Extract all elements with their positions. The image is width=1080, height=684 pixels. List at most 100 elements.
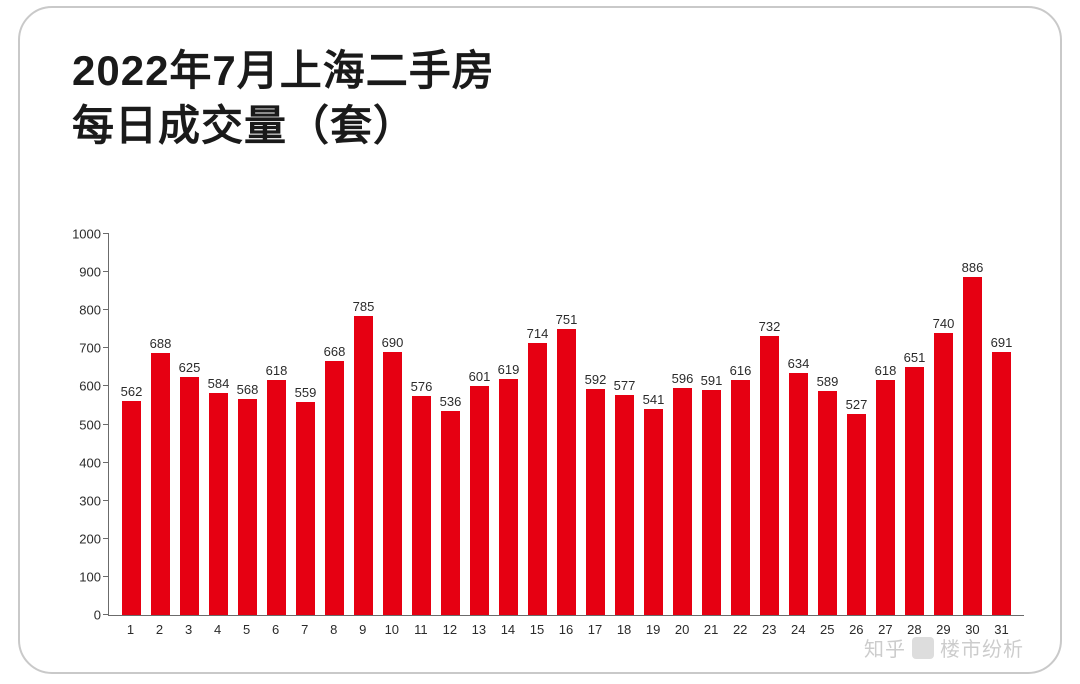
- bar-value-label: 618: [266, 363, 288, 378]
- x-axis-label: 20: [668, 616, 697, 650]
- x-axis-label: 19: [639, 616, 668, 650]
- bar-value-label: 601: [469, 369, 491, 384]
- bar: 568: [238, 399, 257, 615]
- bar-value-label: 691: [991, 335, 1013, 350]
- bar-value-label: 559: [295, 385, 317, 400]
- bar: 562: [122, 401, 141, 615]
- bar-slot: 691: [987, 234, 1016, 615]
- bar: 668: [325, 361, 344, 616]
- bar-slot: 651: [900, 234, 929, 615]
- bar-slot: 740: [929, 234, 958, 615]
- bar: 616: [731, 380, 750, 615]
- x-axis-label: 25: [813, 616, 842, 650]
- x-axis-label: 15: [522, 616, 551, 650]
- bar-value-label: 688: [150, 336, 172, 351]
- x-axis-label: 13: [464, 616, 493, 650]
- bar-value-label: 619: [498, 362, 520, 377]
- x-axis-label: 11: [406, 616, 435, 650]
- bar-slot: 618: [871, 234, 900, 615]
- bar: 732: [760, 336, 779, 615]
- bar-slot: 584: [204, 234, 233, 615]
- bar: 601: [470, 386, 489, 615]
- bar-slot: 541: [639, 234, 668, 615]
- chart-title-line2: 每日成交量（套）: [72, 99, 495, 154]
- bar-value-label: 568: [237, 382, 259, 397]
- bar-slot: 714: [523, 234, 552, 615]
- bar: 634: [789, 373, 808, 615]
- bar-slot: 668: [320, 234, 349, 615]
- x-axis-label: 3: [174, 616, 203, 650]
- bar-slot: 688: [146, 234, 175, 615]
- bar: 886: [963, 277, 982, 615]
- y-axis-label: 600: [79, 379, 109, 394]
- bar: 691: [992, 352, 1011, 615]
- x-axis-label: 17: [581, 616, 610, 650]
- bar-slot: 732: [755, 234, 784, 615]
- x-axis-label: 2: [145, 616, 174, 650]
- x-axis-label: 16: [551, 616, 580, 650]
- bar-value-label: 591: [701, 373, 723, 388]
- bar: 618: [876, 380, 895, 615]
- bar-value-label: 536: [440, 394, 462, 409]
- x-axis-label: 28: [900, 616, 929, 650]
- x-axis-label: 6: [261, 616, 290, 650]
- bar-slot: 568: [233, 234, 262, 615]
- bar-value-label: 690: [382, 335, 404, 350]
- x-axis: 1234567891011121314151617181920212223242…: [116, 616, 1016, 650]
- x-axis-label: 26: [842, 616, 871, 650]
- x-axis-label: 10: [377, 616, 406, 650]
- bar-value-label: 634: [788, 356, 810, 371]
- bar: 584: [209, 393, 228, 616]
- x-axis-label: 23: [755, 616, 784, 650]
- bar-slot: 886: [958, 234, 987, 615]
- x-axis-label: 8: [319, 616, 348, 650]
- bar-value-label: 576: [411, 379, 433, 394]
- chart-title: 2022年7月上海二手房 每日成交量（套）: [72, 44, 495, 153]
- x-axis-label: 24: [784, 616, 813, 650]
- bar-chart: 5626886255845686185596687856905765366016…: [60, 234, 1034, 650]
- bar-slot: 591: [697, 234, 726, 615]
- plot-area: 562 688625 584 568 618 559 668 785 690 576 536 601 6…: [108, 234, 1024, 616]
- bar-value-label: 616: [730, 363, 752, 378]
- chart-title-line1: 2022年7月上海二手房: [72, 44, 495, 99]
- x-axis-label: 1: [116, 616, 145, 650]
- bars-container: 562 688625 584 568 618 559 668 785 690 576 536 601 6…: [117, 234, 1016, 615]
- bar: 618: [267, 380, 286, 615]
- bar-value-label: 651: [904, 350, 926, 365]
- bar: 714: [528, 343, 547, 615]
- bar-slot: 562: [117, 234, 146, 615]
- bar: 619: [499, 379, 518, 615]
- bar-slot: 527: [842, 234, 871, 615]
- bar: 527: [847, 414, 866, 615]
- bar-slot: 619: [494, 234, 523, 615]
- y-axis-label: 300: [79, 493, 109, 508]
- bar-slot: 785: [349, 234, 378, 615]
- bar-slot: 577: [610, 234, 639, 615]
- bar-slot: 634: [784, 234, 813, 615]
- x-axis-label: 5: [232, 616, 261, 650]
- x-axis-label: 12: [435, 616, 464, 650]
- y-axis-label: 400: [79, 455, 109, 470]
- x-axis-label: 27: [871, 616, 900, 650]
- bar-value-label: 740: [933, 316, 955, 331]
- x-axis-label: 22: [726, 616, 755, 650]
- bar: 592: [586, 389, 605, 615]
- chart-card: 2022年7月上海二手房 每日成交量（套） 562688625584568618…: [18, 6, 1062, 674]
- bar-slot: 601: [465, 234, 494, 615]
- bar-slot: 592: [581, 234, 610, 615]
- bar: 751: [557, 329, 576, 615]
- bar: 596: [673, 388, 692, 615]
- bar-slot: 625: [175, 234, 204, 615]
- y-axis-label: 800: [79, 303, 109, 318]
- x-axis-label: 4: [203, 616, 232, 650]
- bar-value-label: 668: [324, 344, 346, 359]
- bar: 536: [441, 411, 460, 615]
- bar: 541: [644, 409, 663, 615]
- y-axis-label: 0: [94, 608, 109, 623]
- bar-slot: 751: [552, 234, 581, 615]
- y-axis-label: 100: [79, 569, 109, 584]
- bar-value-label: 732: [759, 319, 781, 334]
- bar: 785: [354, 316, 373, 615]
- bar: 591: [702, 390, 721, 615]
- bar: 651: [905, 367, 924, 615]
